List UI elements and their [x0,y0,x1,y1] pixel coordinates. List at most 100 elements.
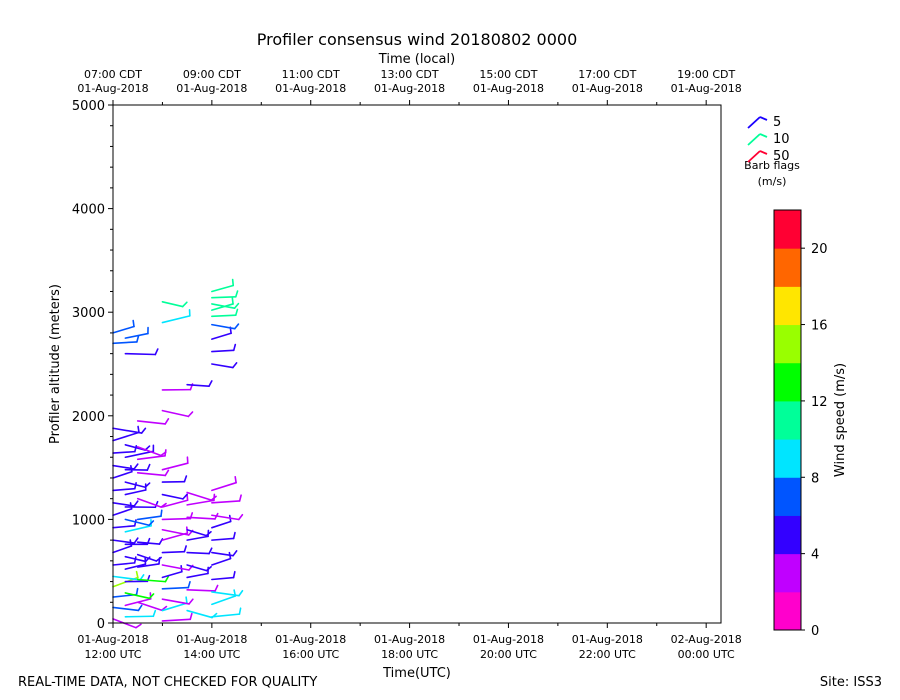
wind-barb [211,303,236,310]
wind-barb [161,301,184,308]
wind-barb [211,314,237,318]
wind-barb [186,609,213,619]
wind-barb-flag [231,278,235,287]
colorbar-band [774,515,801,555]
wind-barb [211,481,237,492]
wind-barb-flag [183,545,187,553]
wind-barb-flag [238,494,242,502]
wind-barb-flag [136,335,140,343]
wind-barb [124,525,152,533]
wind-barb [211,576,235,581]
wind-barb [161,409,190,418]
wind-barb [161,499,189,508]
wind-barb [186,564,208,572]
wind-barb-flag [214,584,219,592]
wind-barb-flag [182,493,188,500]
legend-barb-icon [747,116,761,129]
wind-barb [211,514,240,521]
legend-label: 50 [773,149,790,164]
wind-barb-flag [135,587,139,596]
wind-barb-flag [232,570,236,579]
wind-barb-flag [146,463,151,471]
barb-legend: Barb flags (m/s) 5 10 50 [744,115,800,188]
wind-barb-flag [187,581,191,589]
wind-barb [211,537,235,541]
y-axis-label: Profiler altitude (meters) [48,284,63,444]
y-axis-ticks: 0 1000 2000 3000 4000 5000 [72,99,113,632]
wind-barb [211,591,240,597]
wind-barb-flag [135,623,142,629]
wind-barb [112,562,136,566]
wind-barb [112,427,143,434]
wind-barb [161,550,186,554]
wind-barb [124,489,147,496]
quality-note: REAL-TIME DATA, NOT CHECKED FOR QUALITY [18,675,317,690]
wind-barb [112,431,140,442]
top-tick-label-time: 09:00 CDT [183,68,241,81]
wind-barb-flag [183,475,188,483]
wind-barb-flag [235,290,239,298]
x-tick-label-date: 01-Aug-2018 [572,633,643,646]
colorbar-tick-label: 8 [811,471,819,486]
wind-barb [112,464,135,470]
legend-caption-line2: (m/s) [758,175,787,188]
wind-barb-flag [152,609,157,618]
wind-barb [136,420,167,425]
wind-barb-flag [137,604,143,612]
wind-barb [112,470,133,479]
wind-barb [124,450,155,459]
wind-barb [112,508,133,517]
legend-barb-icon [747,150,761,163]
x-axis-label: Time(UTC) [382,666,451,681]
wind-barb [186,551,210,555]
wind-barb [112,606,140,612]
wind-barb [161,315,191,324]
wind-barb [186,499,215,506]
wind-barb-flag [160,605,168,612]
wind-barb-flag [234,475,237,484]
top-tick-label-date: 01-Aug-2018 [77,82,148,95]
wind-barb [112,524,136,529]
top-tick-label-time: 15:00 CDT [479,68,537,81]
wind-barb-flag [148,520,155,527]
wind-barb-flag [188,598,194,605]
wind-barb [211,500,241,504]
wind-barb-flag [160,509,163,518]
x-tick-label-date: 01-Aug-2018 [77,633,148,646]
legend-label: 5 [773,115,781,130]
wind-barb-flag [134,445,138,453]
wind-barb-flag [164,418,170,425]
wind-barb [124,481,147,489]
y-tick-label: 1000 [72,513,105,528]
legend-barb-flag [759,150,768,155]
legend-barb-flag [759,116,768,121]
top-tick-label-date: 01-Aug-2018 [176,82,247,95]
x-tick-label-time: 22:00 UTC [579,648,636,661]
wind-barb [124,615,155,618]
wind-barb [124,518,150,527]
wind-barb [211,295,237,299]
wind-barb [136,455,166,461]
colorbar-tick-label: 20 [811,242,828,257]
y-tick-label: 0 [97,617,105,632]
top-tick-label-date: 01-Aug-2018 [572,82,643,95]
x-tick-label-time: 00:00 UTC [678,648,735,661]
wind-barb [161,602,188,612]
top-tick-label-time: 17:00 CDT [578,68,636,81]
wind-barb [112,487,136,492]
top-tick-label-time: 19:00 CDT [677,68,735,81]
x-tick-label-date: 01-Aug-2018 [374,633,445,646]
wind-barb [124,332,149,339]
x-tick-label-date: 01-Aug-2018 [176,633,247,646]
chart-title: Profiler consensus wind 20180802 0000 [257,30,578,49]
wind-barb [211,613,241,618]
top-tick-label-time: 11:00 CDT [282,68,340,81]
wind-barb-flag [164,469,170,477]
wind-barb [136,515,162,521]
wind-barb [136,541,161,545]
wind-barb [161,564,190,571]
legend-label: 10 [773,132,790,147]
colorbar-tick-label: 4 [811,548,819,563]
wind-barb [211,520,232,529]
wind-barb [136,601,163,612]
